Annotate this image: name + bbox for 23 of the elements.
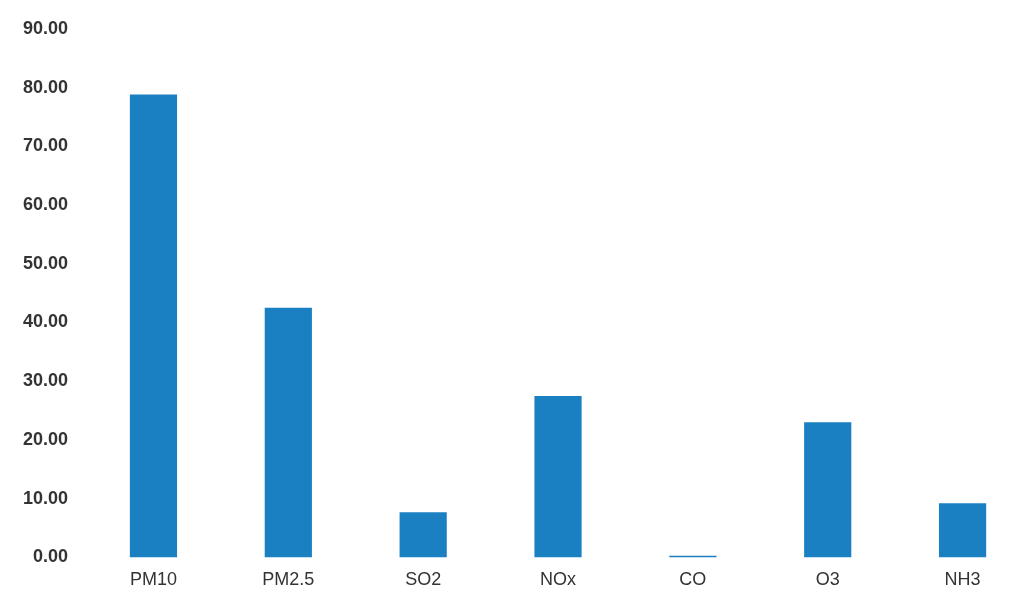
x-tick-label: NOx	[540, 569, 577, 590]
y-tick-label: 60.00	[23, 193, 69, 214]
bar	[399, 512, 447, 558]
y-tick-label: 30.00	[23, 370, 69, 391]
x-tick-label: PM2.5	[262, 569, 315, 590]
y-tick-label: 70.00	[23, 135, 69, 156]
y-tick-label: 50.00	[23, 252, 69, 273]
x-tick-label: SO2	[405, 569, 442, 590]
bar	[804, 422, 852, 558]
y-tick-label: 0.00	[33, 546, 69, 567]
bar	[938, 503, 987, 558]
bar	[129, 94, 178, 558]
y-tick-label: 40.00	[23, 311, 69, 332]
x-tick-label: PM10	[129, 569, 177, 590]
bar	[264, 307, 312, 558]
x-tick-label: CO	[679, 569, 707, 590]
y-tick-label: 80.00	[23, 76, 69, 97]
y-tick-label: 10.00	[23, 487, 69, 508]
y-tick-label: 20.00	[23, 428, 69, 449]
x-tick-label: O3	[815, 569, 840, 590]
y-tick-label: 90.00	[23, 17, 69, 38]
bar	[534, 395, 582, 558]
x-tick-label: NH3	[944, 569, 981, 590]
